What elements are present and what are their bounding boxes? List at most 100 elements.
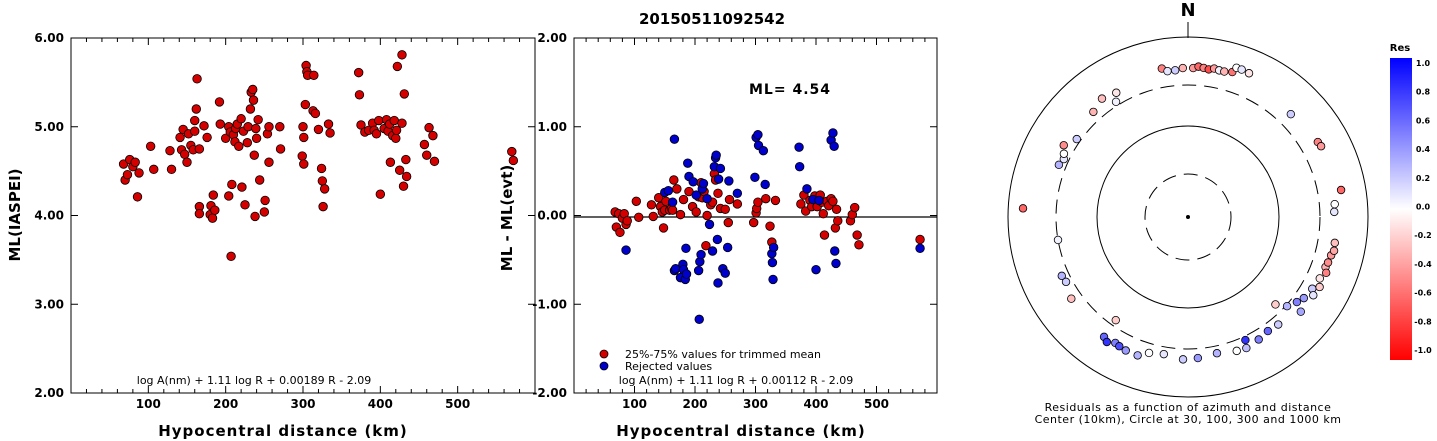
colorbar-tick-label: -0.2	[1414, 231, 1432, 240]
residual-point	[1315, 274, 1324, 283]
left-x-axis-label: Hypocentral distance (km)	[158, 422, 408, 440]
middle-data-point	[715, 163, 726, 174]
residual-point	[1330, 238, 1339, 248]
middle-data-point	[694, 314, 704, 325]
left-data-point	[275, 144, 286, 154]
middle-data-point	[672, 184, 682, 194]
left-data-point	[298, 122, 308, 132]
middle-data-point	[713, 278, 723, 288]
left-xtick-label: 400	[368, 397, 393, 411]
residual-point	[1316, 142, 1326, 151]
left-data-point	[249, 150, 259, 160]
residual-points	[1018, 62, 1346, 364]
middle-data-point	[667, 205, 678, 215]
residual-point	[1059, 149, 1069, 158]
colorbar-tick-label: -1.0	[1414, 346, 1432, 355]
left-data-point	[508, 155, 519, 166]
left-data-point	[275, 122, 285, 132]
residual-point	[1133, 351, 1142, 360]
left-data-point	[191, 104, 201, 114]
middle-data-point	[667, 197, 678, 207]
left-data-point	[149, 164, 159, 175]
left-data-point	[397, 50, 407, 60]
middle-y-axis: -2.00 -1.00 0.00 1.00 2.00	[532, 31, 937, 400]
residual-point	[1163, 66, 1172, 76]
residual-point	[1061, 277, 1071, 287]
left-data-points	[118, 50, 519, 262]
left-data-point	[236, 114, 246, 124]
middle-data-point	[748, 217, 759, 228]
left-data-point	[391, 125, 402, 136]
left-data-point	[429, 156, 440, 167]
middle-legend: 25%-75% values for trimmed mean Rejected…	[599, 348, 821, 373]
residual-point	[1330, 199, 1339, 209]
residual-point	[1067, 294, 1076, 303]
left-data-point	[132, 192, 143, 202]
left-data-point	[319, 184, 330, 194]
middle-data-point	[750, 172, 760, 183]
residual-point	[1112, 88, 1121, 97]
legend-red-label: 25%-75% values for trimmed mean	[625, 348, 821, 361]
left-data-point	[250, 211, 260, 222]
map-caption-2: Center (10km), Circle at 30, 100, 300 an…	[1035, 413, 1342, 426]
ring-100km	[1096, 125, 1280, 309]
ring-300km	[1055, 84, 1321, 350]
middle-data-point	[915, 243, 925, 254]
residual-point	[1220, 67, 1229, 76]
middle-data-point	[701, 240, 711, 251]
left-data-point	[234, 141, 244, 151]
left-data-point	[371, 129, 382, 139]
middle-data-point	[683, 158, 693, 168]
left-data-point	[385, 157, 396, 167]
residual-point	[1321, 268, 1331, 278]
left-data-point	[428, 130, 438, 141]
left-data-point	[401, 154, 411, 165]
residual-map: N Residuals as a function of azimuth and…	[1007, 0, 1369, 426]
north-label: N	[1180, 0, 1195, 21]
left-ytick-label: 5.00	[34, 120, 64, 134]
residual-point	[1059, 141, 1068, 150]
middle-data-point	[770, 195, 781, 206]
left-data-point	[325, 128, 335, 138]
left-data-point	[179, 149, 190, 159]
left-data-point	[317, 176, 328, 186]
residual-point	[1271, 300, 1280, 309]
left-x-axis: 100 200 300 400 500	[85, 38, 521, 411]
left-data-point	[397, 118, 407, 128]
middle-data-point	[713, 188, 723, 199]
residual-point	[1274, 320, 1283, 329]
residual-point	[1323, 258, 1333, 267]
left-data-point	[240, 200, 250, 210]
residual-point	[1144, 348, 1154, 358]
middle-data-point	[681, 243, 691, 254]
middle-data-point	[615, 227, 625, 238]
residual-point	[1193, 353, 1203, 363]
middle-data-point	[658, 223, 669, 233]
middle-x-axis-label: Hypocentral distance (km)	[616, 422, 866, 440]
middle-data-point	[711, 150, 721, 160]
left-data-point	[401, 171, 412, 182]
left-data-point	[309, 70, 319, 80]
left-data-point	[419, 139, 430, 150]
left-data-point	[422, 150, 432, 160]
left-data-point	[192, 74, 202, 84]
middle-data-point	[767, 257, 778, 268]
middle-data-point	[688, 177, 698, 187]
residual-point	[1072, 134, 1081, 144]
middle-data-point	[712, 234, 723, 245]
residual-point	[1111, 97, 1121, 107]
left-data-point	[394, 165, 405, 175]
left-data-point	[134, 168, 144, 178]
residual-point	[1254, 335, 1263, 344]
middle-data-point	[732, 188, 743, 199]
middle-xtick-label: 400	[803, 397, 828, 411]
left-ytick-label: 3.00	[34, 297, 64, 311]
residual-point	[1159, 349, 1169, 359]
middle-data-point	[724, 194, 735, 205]
residual-point	[1121, 346, 1130, 355]
middle-plot: -2.00 -1.00 0.00 1.00 2.00 100 200 300 400 500 M…	[498, 31, 938, 440]
middle-data-point	[760, 179, 770, 190]
middle-data-point	[693, 265, 704, 276]
residual-point	[1309, 291, 1318, 300]
